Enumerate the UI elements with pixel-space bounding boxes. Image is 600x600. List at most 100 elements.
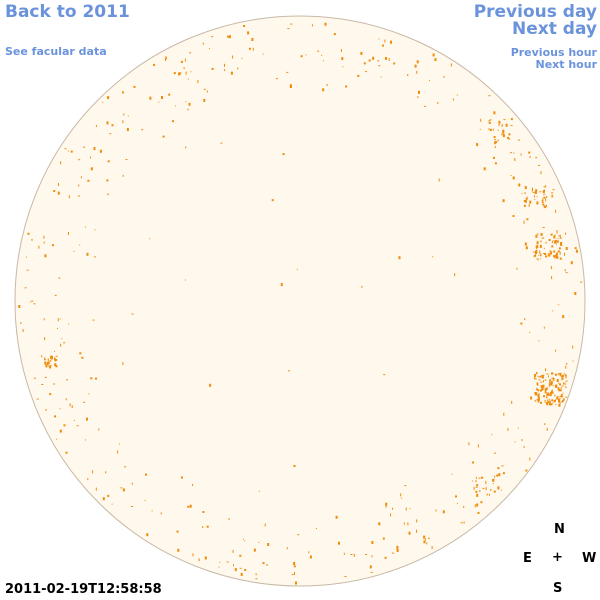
facula-speck (44, 361, 47, 365)
facula-speck (471, 480, 473, 482)
facula-speck (549, 392, 551, 394)
facula-speck (224, 63, 225, 67)
facula-speck (534, 399, 536, 402)
facula-speck (360, 51, 363, 55)
facula-speck (524, 242, 527, 246)
facula-speck (239, 567, 242, 569)
facula-speck (508, 133, 511, 136)
previous-day-link[interactable]: Previous day (473, 2, 597, 22)
facula-speck (558, 247, 561, 250)
facula-speck (556, 396, 559, 400)
facula-speck (92, 319, 95, 321)
facula-speck (493, 111, 496, 115)
facula-speck (416, 70, 418, 73)
facula-speck (54, 294, 57, 296)
facula-speck (43, 318, 45, 321)
facula-speck (50, 355, 53, 357)
facula-speck (534, 392, 537, 394)
facula-speck (565, 375, 567, 379)
facula-speck (524, 192, 526, 195)
facula-speck (476, 484, 479, 487)
facula-speck (507, 136, 510, 139)
facula-speck (83, 401, 86, 403)
facula-speck (551, 276, 553, 280)
facula-speck (551, 372, 552, 375)
facula-speck (175, 105, 177, 107)
facula-speck (111, 503, 113, 505)
facula-speck (166, 57, 168, 60)
facula-speck (54, 360, 57, 362)
facula-speck (295, 581, 297, 585)
facula-speck (540, 389, 542, 392)
see-facular-data-link[interactable]: See facular data (5, 45, 107, 58)
facula-speck (44, 359, 47, 361)
next-day-link[interactable]: Next day (512, 19, 597, 39)
back-to-year-link[interactable]: Back to 2011 (5, 2, 130, 22)
facula-speck (286, 71, 289, 73)
facula-speck (98, 428, 100, 431)
facula-speck (544, 206, 547, 209)
facula-speck (308, 551, 310, 554)
facula-speck (559, 251, 561, 255)
facula-speck (557, 387, 560, 390)
facula-speck (572, 345, 574, 349)
facula-speck (524, 186, 527, 190)
facula-speck (545, 368, 546, 372)
facula-speck (220, 142, 223, 144)
compass-east-label: E (523, 551, 532, 566)
facula-speck (543, 186, 546, 188)
facula-speck (557, 373, 559, 376)
facula-speck (488, 493, 490, 496)
facula-speck (454, 273, 456, 277)
facula-speck (543, 193, 546, 195)
next-hour-link[interactable]: Next hour (535, 58, 598, 71)
facula-speck (144, 499, 146, 501)
previous-hour-link[interactable]: Previous hour (510, 46, 597, 59)
facula-speck (227, 35, 229, 38)
facula-speck (554, 373, 557, 376)
facula-speck (385, 502, 388, 506)
facula-speck (558, 382, 560, 384)
facula-speck (513, 152, 515, 154)
facula-speck (562, 392, 564, 394)
facula-speck (409, 508, 411, 510)
facula-speck (78, 184, 80, 187)
facula-speck (240, 572, 243, 576)
facula-speck (540, 171, 542, 175)
facula-speck (510, 152, 513, 154)
facula-speck (555, 349, 556, 352)
facula-speck (523, 204, 526, 207)
facula-speck (93, 256, 96, 258)
facula-speck (492, 478, 495, 482)
facula-speck (548, 383, 550, 387)
facula-speck (479, 128, 481, 130)
facula-speck (559, 401, 561, 405)
facula-speck (33, 377, 36, 379)
facula-speck (232, 549, 234, 553)
facula-speck (333, 33, 336, 36)
facula-speck (565, 232, 566, 235)
facula-speck (202, 526, 204, 529)
facula-speck (488, 95, 491, 97)
facula-speck (493, 136, 496, 138)
facula-speck (226, 561, 229, 563)
facula-speck (426, 542, 428, 545)
facula-speck (551, 389, 553, 391)
facula-speck (424, 105, 427, 107)
facula-speck (562, 374, 564, 377)
facula-speck (228, 35, 231, 39)
facula-speck (541, 387, 544, 391)
facula-speck (88, 393, 90, 395)
facula-speck (540, 401, 542, 404)
facula-speck (437, 101, 439, 104)
facula-speck (561, 377, 563, 381)
facula-speck (432, 256, 434, 258)
facula-speck (546, 427, 548, 431)
facula-speck (551, 377, 554, 379)
facula-speck (190, 71, 192, 73)
facula-speck (488, 121, 491, 124)
facula-speck (558, 398, 561, 400)
facula-speck (393, 62, 396, 65)
facula-speck (492, 483, 494, 485)
facula-speck (536, 392, 538, 394)
